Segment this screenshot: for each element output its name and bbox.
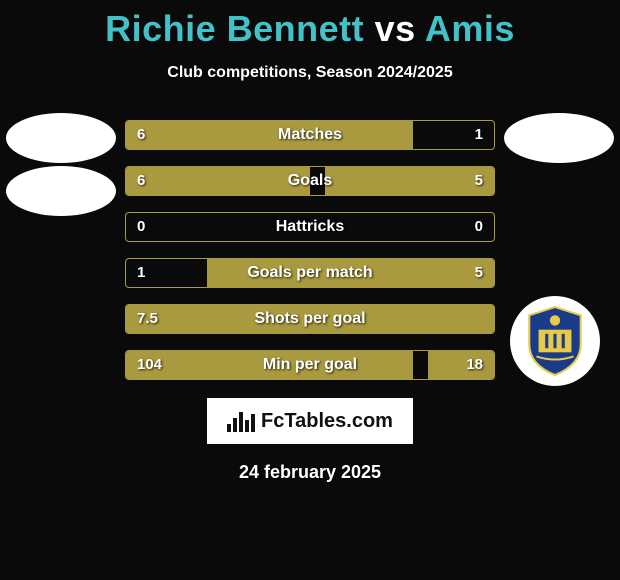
metric-label: Goals (125, 166, 495, 196)
metric-label: Min per goal (125, 350, 495, 380)
stat-row: 61Matches (125, 120, 495, 150)
subtitle: Club competitions, Season 2024/2025 (0, 64, 620, 82)
player-badge-right (504, 113, 614, 163)
player1-name: Richie Bennett (105, 8, 364, 49)
metric-label: Goals per match (125, 258, 495, 288)
bars-icon (227, 410, 255, 432)
date-text: 24 february 2025 (0, 462, 620, 483)
stat-row: 7.5Shots per goal (125, 304, 495, 334)
fctables-logo: FcTables.com (207, 398, 413, 444)
club-crest (510, 296, 600, 386)
metric-label: Matches (125, 120, 495, 150)
player2-name: Amis (425, 8, 515, 49)
stat-row: 15Goals per match (125, 258, 495, 288)
player-badge-left (6, 113, 116, 163)
stat-row: 10418Min per goal (125, 350, 495, 380)
metric-label: Hattricks (125, 212, 495, 242)
comparison-chart: 61Matches 65Goals 00Hattricks 15Goals per m… (0, 120, 620, 380)
stat-row: 00Hattricks (125, 212, 495, 242)
player-badge-left (6, 166, 116, 216)
comparison-title: Richie Bennett vs Amis (0, 0, 620, 50)
fctables-text: FcTables.com (261, 410, 393, 433)
metric-label: Shots per goal (125, 304, 495, 334)
stat-row: 65Goals (125, 166, 495, 196)
vs-separator: vs (375, 8, 416, 49)
